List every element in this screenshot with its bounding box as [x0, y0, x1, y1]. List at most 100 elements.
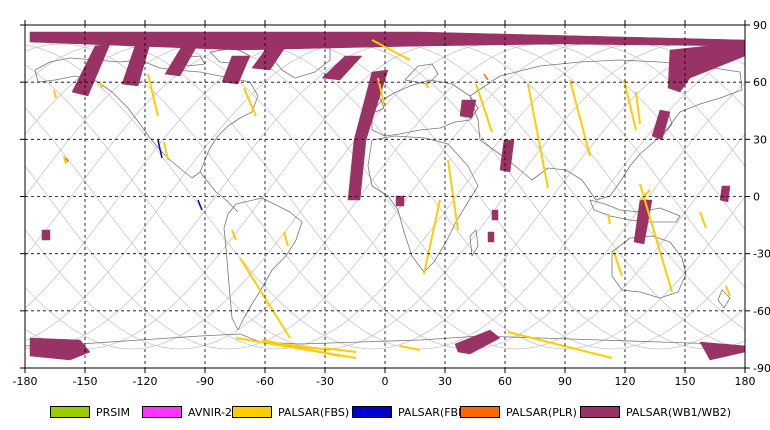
orbit-track	[24, 43, 746, 350]
x-tick-label: 180	[735, 375, 756, 388]
swath-palsar-fbd	[197, 199, 203, 211]
x-tick-label: -120	[133, 375, 158, 388]
swath-palsar-plr	[65, 157, 69, 163]
y-tick-label: -30	[753, 248, 770, 261]
coastline-central-america	[199, 171, 239, 213]
swath-palsar-fbs	[99, 81, 103, 89]
grid-lines	[25, 25, 745, 368]
swath-palsar-fbs	[323, 347, 357, 353]
x-tick-label: -30	[316, 375, 334, 388]
coverage-map: -180 -150 -120 -90 -60 -30 0 30 60 90 120 150 180 90 6…	[13, 19, 770, 388]
coastline-new-zealand	[717, 289, 731, 309]
x-tick-label: -90	[196, 375, 214, 388]
coastline-asia	[469, 59, 743, 201]
swath-palsar-fbs	[725, 285, 731, 297]
swath-palsar-fbs	[423, 199, 441, 275]
y-tick-label: -90	[753, 362, 770, 375]
legend-swatch-palsar-fbs	[232, 406, 272, 418]
swath-palsar-wb	[719, 185, 731, 203]
swath-palsar-fbs	[475, 83, 493, 133]
swath-palsar-fbs	[371, 39, 411, 61]
axis-ticks: -180 -150 -120 -90 -60 -30 0 30 60 90 120 150 180 90 6…	[13, 19, 770, 388]
x-tick-label: 0	[382, 375, 389, 388]
swath-palsar-fbs	[569, 79, 591, 157]
x-tick-label: -150	[73, 375, 98, 388]
legend-swatch-palsar-fbd	[352, 406, 392, 418]
swath-palsar-wb	[41, 229, 51, 241]
coastline-scandinavia	[404, 63, 439, 85]
swath-palsar-fbs	[53, 89, 57, 99]
swath-palsar-wb	[29, 31, 746, 51]
x-tick-label: 90	[558, 375, 572, 388]
legend: PRSIM AVNIR-2 PALSAR(FBS) PALSAR(FBD) PA…	[0, 398, 770, 430]
swath-palsar-fbs	[607, 213, 611, 225]
swath-palsar-wb	[71, 43, 111, 97]
coastline-australia	[611, 235, 687, 299]
swath-palsar-fbs	[425, 81, 429, 89]
x-tick-label: -180	[13, 375, 38, 388]
swath-palsar-wb	[651, 109, 671, 141]
swath-palsar-fbs	[639, 183, 673, 293]
swath-palsar-fbs	[699, 211, 707, 229]
swath-palsar-fbs	[283, 231, 289, 247]
swath-palsar-wb	[487, 231, 495, 243]
legend-label-palsar-wb: PALSAR(WB1/WB2)	[626, 405, 732, 419]
swath-palsar-wb	[454, 329, 501, 355]
legend-swatch-palsar-plr	[460, 406, 500, 418]
observation-swaths	[29, 31, 746, 361]
swath-palsar-fbs	[281, 343, 331, 351]
coastline-madagascar	[469, 229, 479, 257]
y-tick-label: 30	[753, 133, 767, 146]
swath-palsar-plr	[483, 73, 489, 81]
swath-palsar-wb	[251, 45, 287, 71]
swath-palsar-wb	[491, 209, 499, 221]
swath-palsar-wb	[395, 195, 405, 207]
legend-label-avnir2: AVNIR-2	[188, 405, 232, 419]
swath-palsar-fbs	[613, 251, 623, 277]
swath-palsar-fbs	[231, 229, 237, 241]
legend-label-palsar-plr: PALSAR(PLR)	[506, 405, 577, 419]
legend-swatch-avnir2	[142, 406, 182, 418]
y-tick-label: -60	[753, 305, 770, 318]
swath-palsar-wb	[221, 55, 251, 85]
legend-item-palsar-plr: PALSAR(PLR)	[460, 405, 577, 419]
swath-palsar-wb	[499, 139, 515, 173]
swath-palsar-fbd	[157, 139, 163, 159]
x-tick-label: 60	[498, 375, 512, 388]
swath-palsar-wb	[164, 43, 199, 77]
swath-palsar-fbs	[507, 331, 613, 359]
swath-palsar-wb	[321, 55, 363, 81]
x-tick-label: 120	[615, 375, 636, 388]
x-tick-label: 150	[675, 375, 696, 388]
swath-palsar-fbs	[163, 141, 169, 161]
legend-label-prsim: PRSIM	[96, 405, 130, 419]
swath-palsar-fbs	[447, 159, 459, 231]
legend-swatch-palsar-wb	[580, 406, 620, 418]
x-tick-label: 30	[438, 375, 452, 388]
x-tick-label: -60	[256, 375, 274, 388]
y-tick-label: 60	[753, 76, 767, 89]
legend-item-prsim: PRSIM	[50, 405, 130, 419]
orbit-track	[24, 43, 746, 350]
swath-palsar-fbs	[261, 339, 341, 357]
swath-palsar-wb	[29, 337, 91, 361]
swath-palsar-fbs	[399, 345, 421, 351]
legend-item-avnir2: AVNIR-2	[142, 405, 232, 419]
swath-palsar-fbs	[639, 189, 651, 201]
swath-palsar-wb	[347, 69, 389, 201]
legend-item-palsar-wb: PALSAR(WB1/WB2)	[580, 405, 731, 419]
legend-item-palsar-fbs: PALSAR(FBS)	[232, 405, 349, 419]
legend-item-palsar-fbd: PALSAR(FBD)	[352, 405, 471, 419]
y-tick-label: 90	[753, 19, 767, 32]
swath-palsar-wb	[459, 99, 477, 119]
legend-label-palsar-fbd: PALSAR(FBD)	[398, 405, 471, 419]
swath-palsar-fbs	[623, 79, 637, 131]
swath-palsar-fbs	[635, 91, 641, 125]
swath-palsar-fbs	[63, 155, 67, 165]
swath-palsar-fbs	[527, 83, 549, 189]
y-tick-label: 0	[753, 191, 760, 204]
swath-palsar-fbs	[243, 87, 257, 117]
swath-palsar-fbs	[147, 73, 159, 117]
legend-label-palsar-fbs: PALSAR(FBS)	[278, 405, 350, 419]
legend-swatch-prsim	[50, 406, 90, 418]
